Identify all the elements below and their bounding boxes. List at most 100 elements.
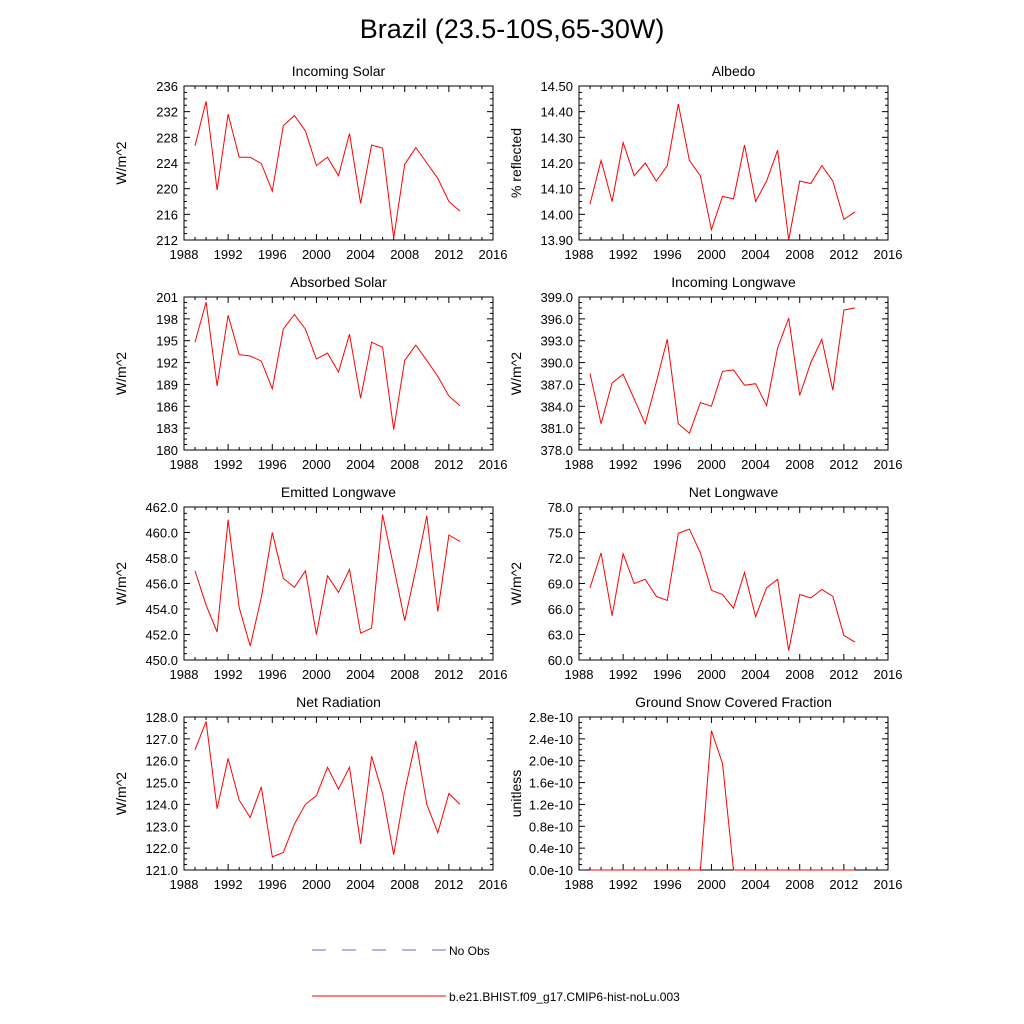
y-tick-label: 384.0 — [540, 399, 573, 414]
y-tick-label: 0.8e-10 — [529, 819, 573, 834]
x-tick-label: 2000 — [302, 247, 331, 262]
x-tick-label: 1996 — [653, 247, 682, 262]
x-tick-label: 2012 — [829, 457, 858, 472]
y-tick-label: 381.0 — [540, 421, 573, 436]
y-tick-label: 60.0 — [548, 653, 573, 668]
plot-frame — [578, 296, 889, 451]
x-tick-label: 2012 — [829, 667, 858, 682]
x-tick-label: 2016 — [479, 457, 508, 472]
x-tick-label: 1992 — [609, 667, 638, 682]
x-tick-label: 2008 — [390, 457, 419, 472]
y-tick-label: 232 — [156, 105, 178, 120]
y-tick-label: 14.10 — [540, 182, 573, 197]
x-tick-label: 2008 — [390, 247, 419, 262]
panel-4: Incoming Longwave W/m^2 1988 1992 1996 2000 20… — [508, 274, 902, 472]
y-tick-label: 192 — [156, 356, 178, 371]
x-tick-label: 2012 — [829, 247, 858, 262]
page-title: Brazil (23.5-10S,65-30W) — [359, 14, 665, 44]
x-tick-label: 1996 — [258, 667, 287, 682]
x-tick-label: 2008 — [390, 667, 419, 682]
x-tick-label: 2008 — [785, 247, 814, 262]
y-tick-label: 123.0 — [145, 819, 178, 834]
x-tick-label: 2004 — [741, 667, 770, 682]
y-tick-label: 121.0 — [145, 863, 178, 878]
x-tick-label: 2016 — [479, 877, 508, 892]
x-tick-label: 1988 — [170, 667, 199, 682]
x-tick-label: 2016 — [874, 667, 903, 682]
y-axis-label: W/m^2 — [508, 562, 524, 605]
panel-2: Albedo % reflected 1988 1992 1996 2000 2004 200… — [508, 63, 902, 262]
y-tick-label: 2.4e-10 — [529, 732, 573, 747]
plot-frame — [578, 506, 889, 661]
x-tick-label: 2004 — [346, 667, 375, 682]
series-line — [589, 307, 855, 435]
x-tick-label: 1988 — [170, 877, 199, 892]
x-tick-label: 2000 — [697, 877, 726, 892]
y-tick-label: 14.40 — [540, 105, 573, 120]
y-tick-label: 75.0 — [548, 526, 573, 541]
y-tick-label: 125.0 — [145, 776, 178, 791]
y-tick-label: 224 — [156, 156, 178, 171]
x-tick-label: 1992 — [214, 667, 243, 682]
y-tick-label: 78.0 — [548, 500, 573, 515]
plot-frame — [183, 296, 494, 451]
y-tick-label: 452.0 — [145, 628, 178, 643]
x-tick-label: 1988 — [170, 457, 199, 472]
x-tick-label: 2012 — [434, 877, 463, 892]
x-tick-label: 1992 — [609, 247, 638, 262]
x-tick-label: 2004 — [346, 457, 375, 472]
plot-frame — [578, 85, 889, 241]
y-tick-label: 220 — [156, 182, 178, 197]
x-tick-label: 2016 — [874, 877, 903, 892]
panel-title: Incoming Longwave — [671, 274, 796, 290]
y-tick-label: 127.0 — [145, 732, 178, 747]
y-tick-label: 14.20 — [540, 156, 573, 171]
x-tick-label: 2004 — [741, 457, 770, 472]
y-tick-label: 378.0 — [540, 443, 573, 458]
plot-frame — [578, 716, 889, 871]
x-tick-label: 1996 — [653, 667, 682, 682]
y-axis-label: W/m^2 — [508, 352, 524, 395]
y-tick-label: 216 — [156, 207, 178, 222]
y-tick-label: 13.90 — [540, 233, 573, 248]
x-tick-label: 1992 — [214, 877, 243, 892]
panel-6: Net Longwave W/m^2 1988 1992 1996 2000 2004 200… — [508, 484, 902, 682]
plot-frame — [183, 85, 494, 241]
panel-title: Ground Snow Covered Fraction — [635, 694, 832, 710]
y-tick-label: 72.0 — [548, 551, 573, 566]
x-tick-label: 2004 — [741, 247, 770, 262]
y-tick-label: 390.0 — [540, 356, 573, 371]
x-tick-label: 1988 — [170, 247, 199, 262]
x-tick-label: 2004 — [741, 877, 770, 892]
x-tick-label: 2012 — [434, 247, 463, 262]
x-tick-label: 2016 — [479, 667, 508, 682]
y-tick-label: 393.0 — [540, 334, 573, 349]
y-tick-label: 450.0 — [145, 653, 178, 668]
y-tick-label: 69.0 — [548, 577, 573, 592]
y-tick-label: 0.4e-10 — [529, 841, 573, 856]
series-line — [194, 101, 461, 239]
y-tick-label: 0.0e-10 — [529, 863, 573, 878]
y-axis-label: W/m^2 — [113, 141, 129, 184]
panel-1: Incoming Solar W/m^2 1988 1992 1996 2000 2004 2… — [113, 63, 507, 262]
y-tick-label: 201 — [156, 290, 178, 305]
y-tick-label: 387.0 — [540, 377, 573, 392]
y-tick-label: 122.0 — [145, 841, 178, 856]
panel-title: Incoming Solar — [292, 63, 386, 79]
y-tick-label: 460.0 — [145, 526, 178, 541]
panel-title: Net Radiation — [296, 694, 381, 710]
x-tick-label: 2012 — [434, 457, 463, 472]
x-tick-label: 2000 — [697, 457, 726, 472]
y-tick-label: 454.0 — [145, 602, 178, 617]
y-tick-label: 128.0 — [145, 710, 178, 725]
x-tick-label: 2000 — [302, 457, 331, 472]
y-axis-label: unitless — [508, 770, 524, 817]
x-tick-label: 2008 — [785, 877, 814, 892]
y-tick-label: 1.2e-10 — [529, 797, 573, 812]
x-tick-label: 1992 — [609, 457, 638, 472]
x-tick-label: 2004 — [346, 877, 375, 892]
y-tick-label: 63.0 — [548, 628, 573, 643]
x-tick-label: 1996 — [258, 457, 287, 472]
y-tick-label: 2.0e-10 — [529, 754, 573, 769]
y-axis-label: W/m^2 — [113, 772, 129, 815]
